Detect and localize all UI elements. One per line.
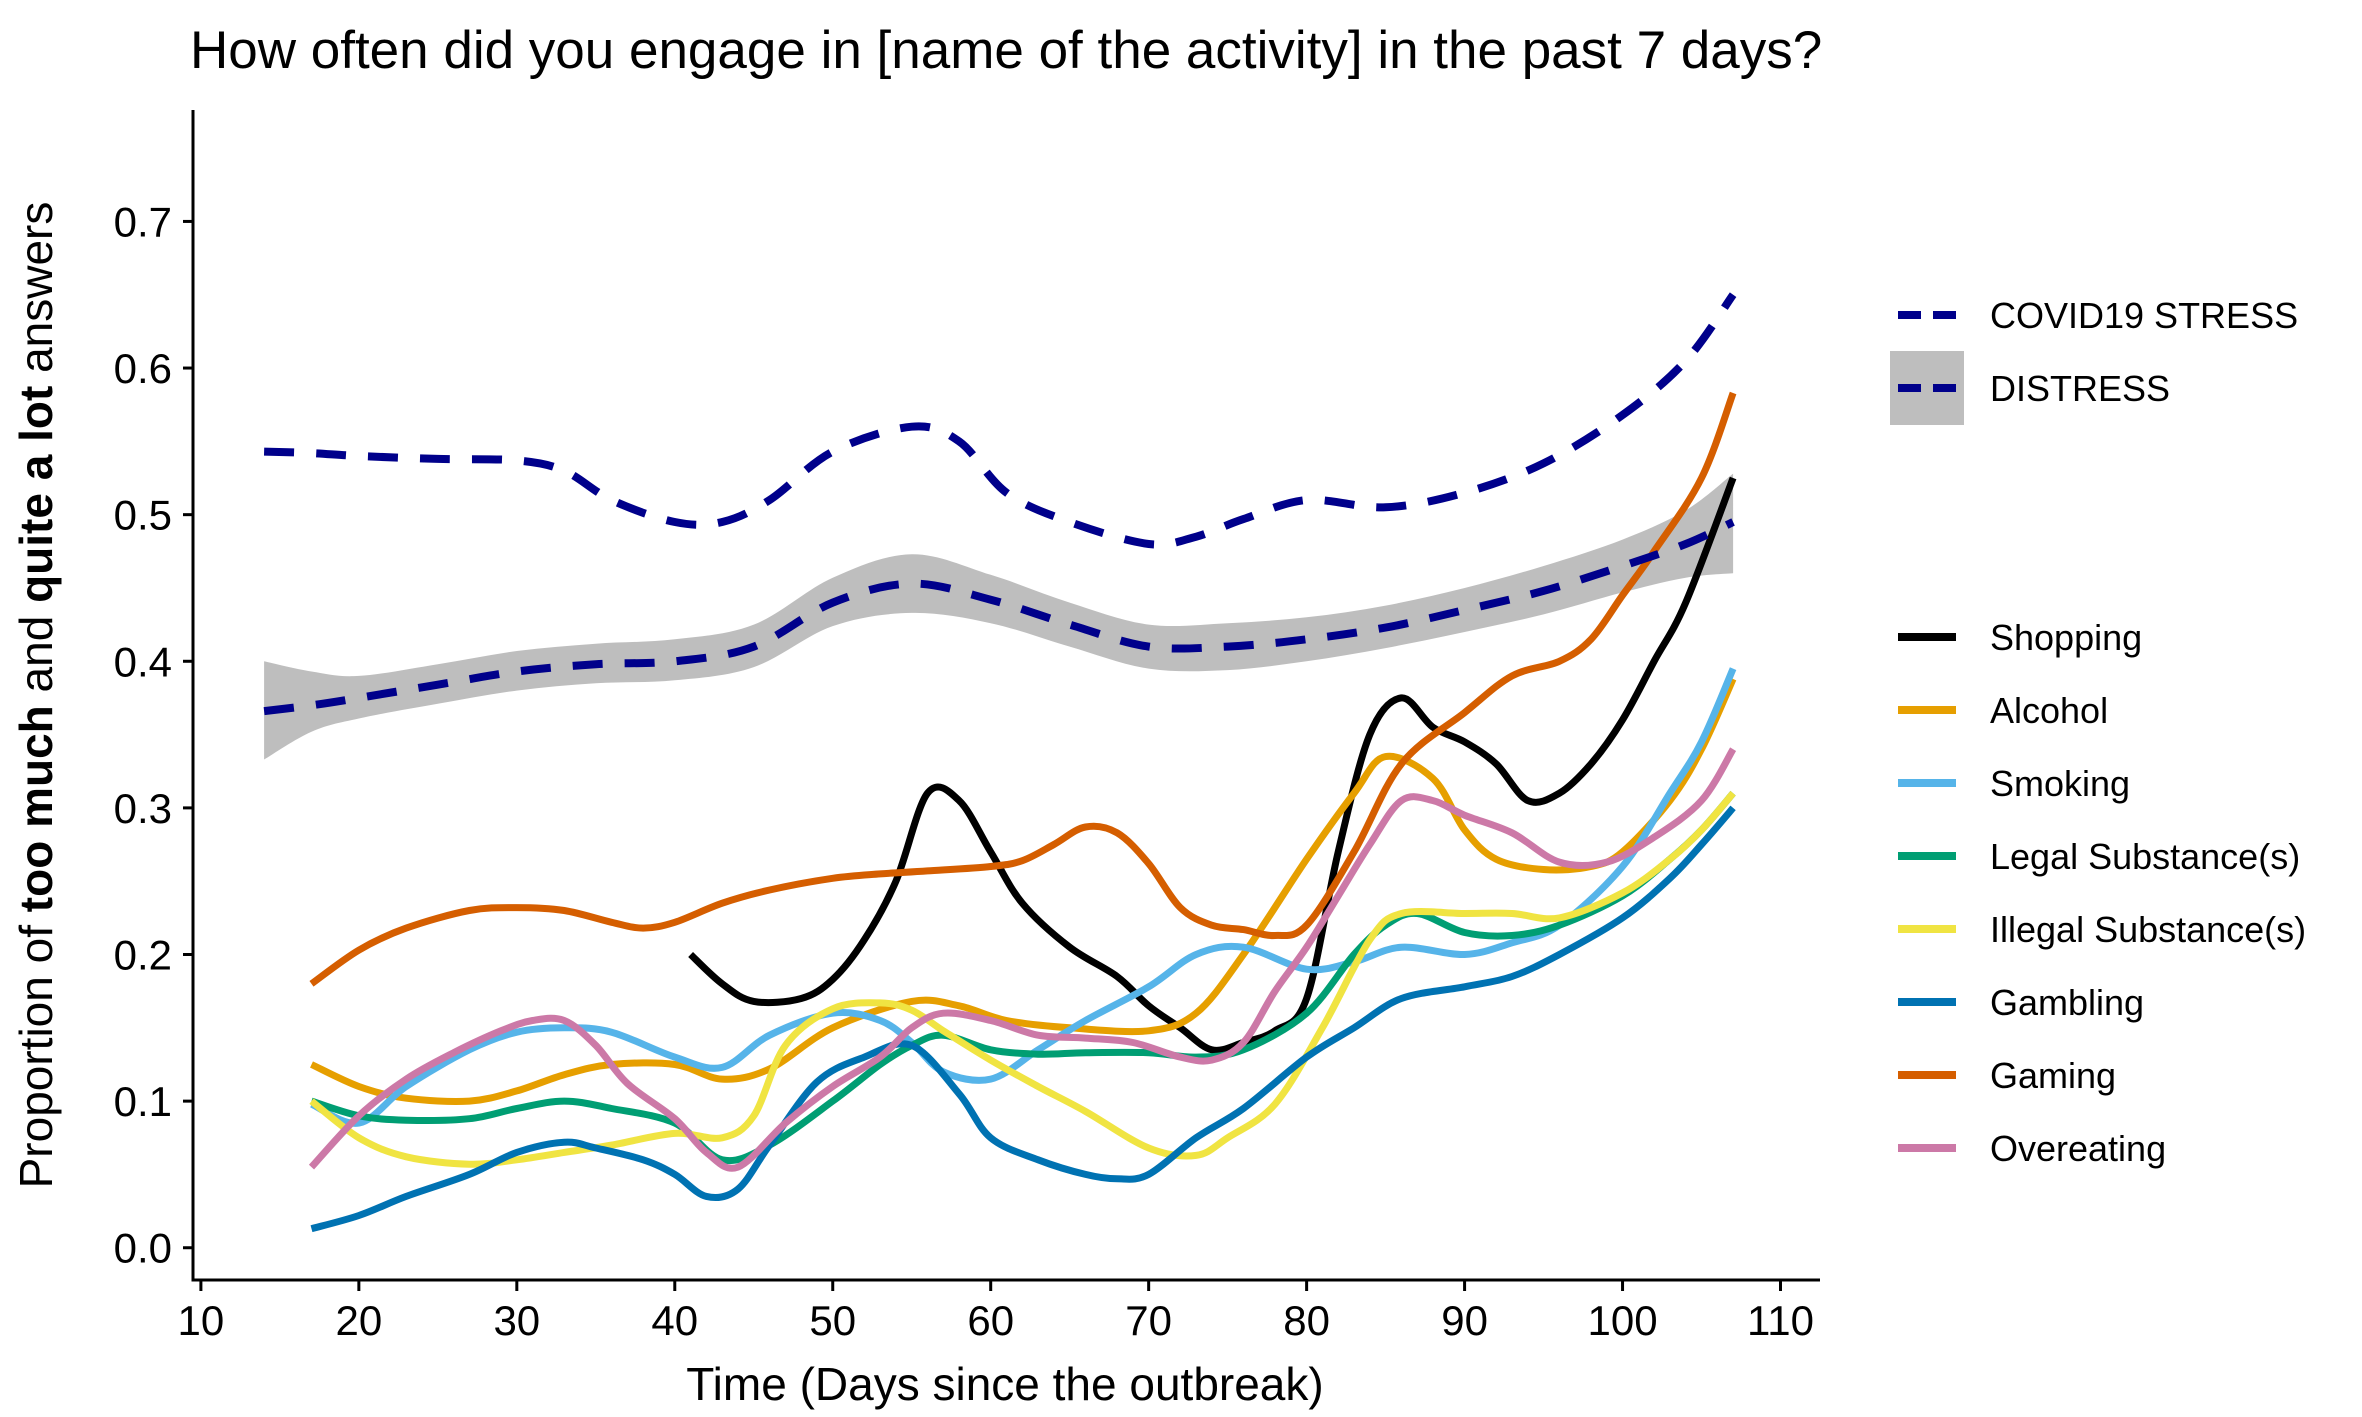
confidence-band-layer bbox=[264, 473, 1734, 760]
y-tick-label: 0.4 bbox=[114, 638, 172, 685]
y-tick-label: 0.2 bbox=[114, 932, 172, 979]
y-tick-label: 0.6 bbox=[114, 345, 172, 392]
chart-title: How often did you engage in [name of the… bbox=[190, 21, 1822, 80]
x-tick-label: 90 bbox=[1441, 1297, 1488, 1344]
x-tick-label: 70 bbox=[1125, 1297, 1172, 1344]
distress-confidence-band bbox=[264, 473, 1734, 760]
legend-label-illegal-substance-s: Illegal Substance(s) bbox=[1990, 909, 2306, 950]
series-line-gaming bbox=[309, 391, 1737, 987]
y-tick-label: 0.7 bbox=[114, 198, 172, 245]
legend-reference-lines: COVID19 STRESS DISTRESS bbox=[1890, 295, 2298, 425]
reference-line-distress bbox=[263, 518, 1735, 716]
legend-label-alcohol: Alcohol bbox=[1990, 690, 2108, 731]
legend-label-legal-substance-s: Legal Substance(s) bbox=[1990, 836, 2300, 877]
y-axis-title-bold-2: quite a lot bbox=[10, 386, 62, 603]
y-axis-title-prefix: Proportion of bbox=[10, 912, 62, 1188]
x-tick-label: 30 bbox=[493, 1297, 540, 1344]
series-line-gambling bbox=[310, 805, 1736, 1233]
y-axis-ticks: 0.0 0.1 0.2 0.3 0.4 0.5 0.6 0.7 bbox=[114, 198, 193, 1272]
x-tick-label: 40 bbox=[651, 1297, 698, 1344]
y-axis-title-mid: and bbox=[10, 603, 62, 705]
legend-label-smoking: Smoking bbox=[1990, 763, 2130, 804]
x-tick-label: 100 bbox=[1588, 1297, 1658, 1344]
y-tick-label: 0.3 bbox=[114, 785, 172, 832]
series-line-illegal-substance-s bbox=[309, 790, 1736, 1168]
legend-label-covid19-stress: COVID19 STRESS bbox=[1990, 295, 2298, 336]
legend-label-gaming: Gaming bbox=[1990, 1055, 2116, 1096]
y-tick-label: 0.0 bbox=[114, 1225, 172, 1272]
x-tick-label: 80 bbox=[1283, 1297, 1330, 1344]
y-tick-label: 0.5 bbox=[114, 492, 172, 539]
legend-label-gambling: Gambling bbox=[1990, 982, 2144, 1023]
series-line-legal-substance-s bbox=[310, 790, 1736, 1165]
plot-area bbox=[263, 292, 1737, 1233]
x-axis-title: Time (Days since the outbreak) bbox=[686, 1358, 1323, 1410]
y-axis-title-suffix: answers bbox=[10, 202, 62, 386]
legend-label-distress: DISTRESS bbox=[1990, 368, 2170, 409]
x-tick-label: 110 bbox=[1747, 1297, 1814, 1344]
y-axis-title: Proportion of too much and quite a lot a… bbox=[10, 202, 62, 1189]
x-tick-label: 10 bbox=[178, 1297, 225, 1344]
series-line-overeating bbox=[308, 747, 1737, 1172]
legend-label-shopping: Shopping bbox=[1990, 617, 2142, 658]
x-tick-label: 60 bbox=[967, 1297, 1014, 1344]
x-tick-label: 20 bbox=[335, 1297, 382, 1344]
series-line-alcohol bbox=[310, 677, 1737, 1105]
x-tick-label: 50 bbox=[809, 1297, 856, 1344]
legend-label-overeating: Overeating bbox=[1990, 1128, 2166, 1169]
x-axis-ticks: 10 20 30 40 50 60 70 80 90 100 110 bbox=[178, 1280, 1814, 1344]
y-axis-title-bold-1: too much bbox=[10, 705, 62, 912]
legend-activities: Shopping Alcohol Smoking Legal Substance(s)… bbox=[1898, 617, 2306, 1169]
reference-line-covid19-stress bbox=[263, 292, 1737, 549]
series-lines-layer bbox=[263, 292, 1737, 1233]
y-tick-label: 0.1 bbox=[114, 1078, 172, 1125]
